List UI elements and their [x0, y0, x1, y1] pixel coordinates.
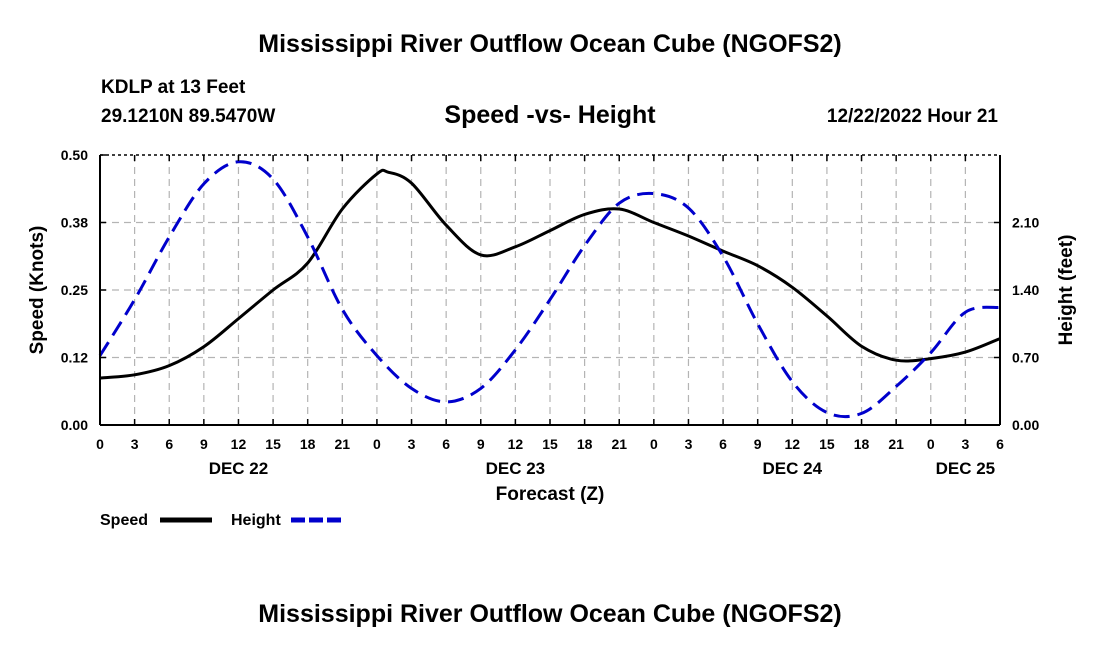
x-tick-label: 0	[373, 436, 381, 452]
main-title: Mississippi River Outflow Ocean Cube (NG…	[258, 30, 842, 58]
left-y-axis-title: Speed (Knots)	[27, 226, 48, 355]
x-tick-label: 3	[961, 436, 969, 452]
legend-height-label: Height	[231, 512, 281, 529]
x-tick-label: 6	[996, 436, 1004, 452]
station-coordinates: 29.1210N 89.5470W	[101, 106, 276, 127]
chart-subtitle: Speed -vs- Height	[444, 101, 656, 129]
right-y-tick-label: 1.40	[1012, 282, 1039, 298]
left-y-tick-label: 0.38	[61, 215, 88, 231]
right-y-tick-label: 2.10	[1012, 215, 1039, 231]
x-tick-label: 15	[265, 436, 281, 452]
x-tick-label: 0	[650, 436, 658, 452]
x-tick-label: 9	[754, 436, 762, 452]
x-tick-label: 6	[442, 436, 450, 452]
x-tick-label: 9	[200, 436, 208, 452]
x-tick-label: 21	[611, 436, 627, 452]
x-tick-label: 6	[165, 436, 173, 452]
x-tick-label: 0	[96, 436, 104, 452]
x-tick-label: 15	[542, 436, 558, 452]
height-series-line	[98, 160, 1001, 419]
x-tick-label: 3	[408, 436, 416, 452]
day-label: DEC 23	[486, 459, 546, 478]
left-y-tick-label: 0.00	[61, 417, 88, 433]
x-tick-label: 9	[477, 436, 485, 452]
legend-layer: Speed Height	[100, 512, 343, 529]
right-y-tick-label: 0.00	[1012, 417, 1039, 433]
x-axis-title: Forecast (Z)	[496, 484, 605, 505]
day-label: DEC 24	[763, 459, 823, 478]
left-y-tick-label: 0.12	[61, 350, 88, 366]
x-tick-label: 18	[300, 436, 316, 452]
x-tick-label: 3	[131, 436, 139, 452]
x-tick-label: 0	[927, 436, 935, 452]
speed-series-line	[99, 168, 1001, 380]
right-y-axis-title: Height (feet)	[1056, 235, 1077, 346]
left-y-tick-label: 0.25	[61, 282, 88, 298]
legend-speed-label: Speed	[100, 512, 148, 529]
label-layer: 0 3 6 9 12 15 18 21 0 3 6 9 12 15 18 21 0 3 6 9 12 15 18 21 0 3 6D…	[27, 147, 1077, 505]
x-tick-label: 12	[231, 436, 247, 452]
right-y-tick-label: 0.70	[1012, 350, 1039, 366]
axis-layer	[99, 154, 1001, 426]
left-y-tick-label: 0.50	[61, 147, 88, 163]
day-label: DEC 25	[936, 459, 996, 478]
footer-title: Mississippi River Outflow Ocean Cube (NG…	[258, 600, 842, 628]
x-tick-label: 3	[685, 436, 693, 452]
day-label: DEC 22	[209, 459, 269, 478]
x-tick-label: 21	[335, 436, 351, 452]
x-tick-label: 12	[508, 436, 524, 452]
x-tick-label: 18	[577, 436, 593, 452]
forecast-date-label: 12/22/2022 Hour 21	[826, 106, 998, 127]
x-tick-label: 18	[854, 436, 870, 452]
x-tick-label: 15	[819, 436, 835, 452]
x-tick-label: 6	[719, 436, 727, 452]
station-name: KDLP at 13 Feet	[101, 77, 246, 98]
x-tick-label: 21	[888, 436, 904, 452]
x-tick-label: 12	[785, 436, 801, 452]
series-layer	[98, 160, 1001, 419]
grid-layer	[100, 155, 1000, 425]
